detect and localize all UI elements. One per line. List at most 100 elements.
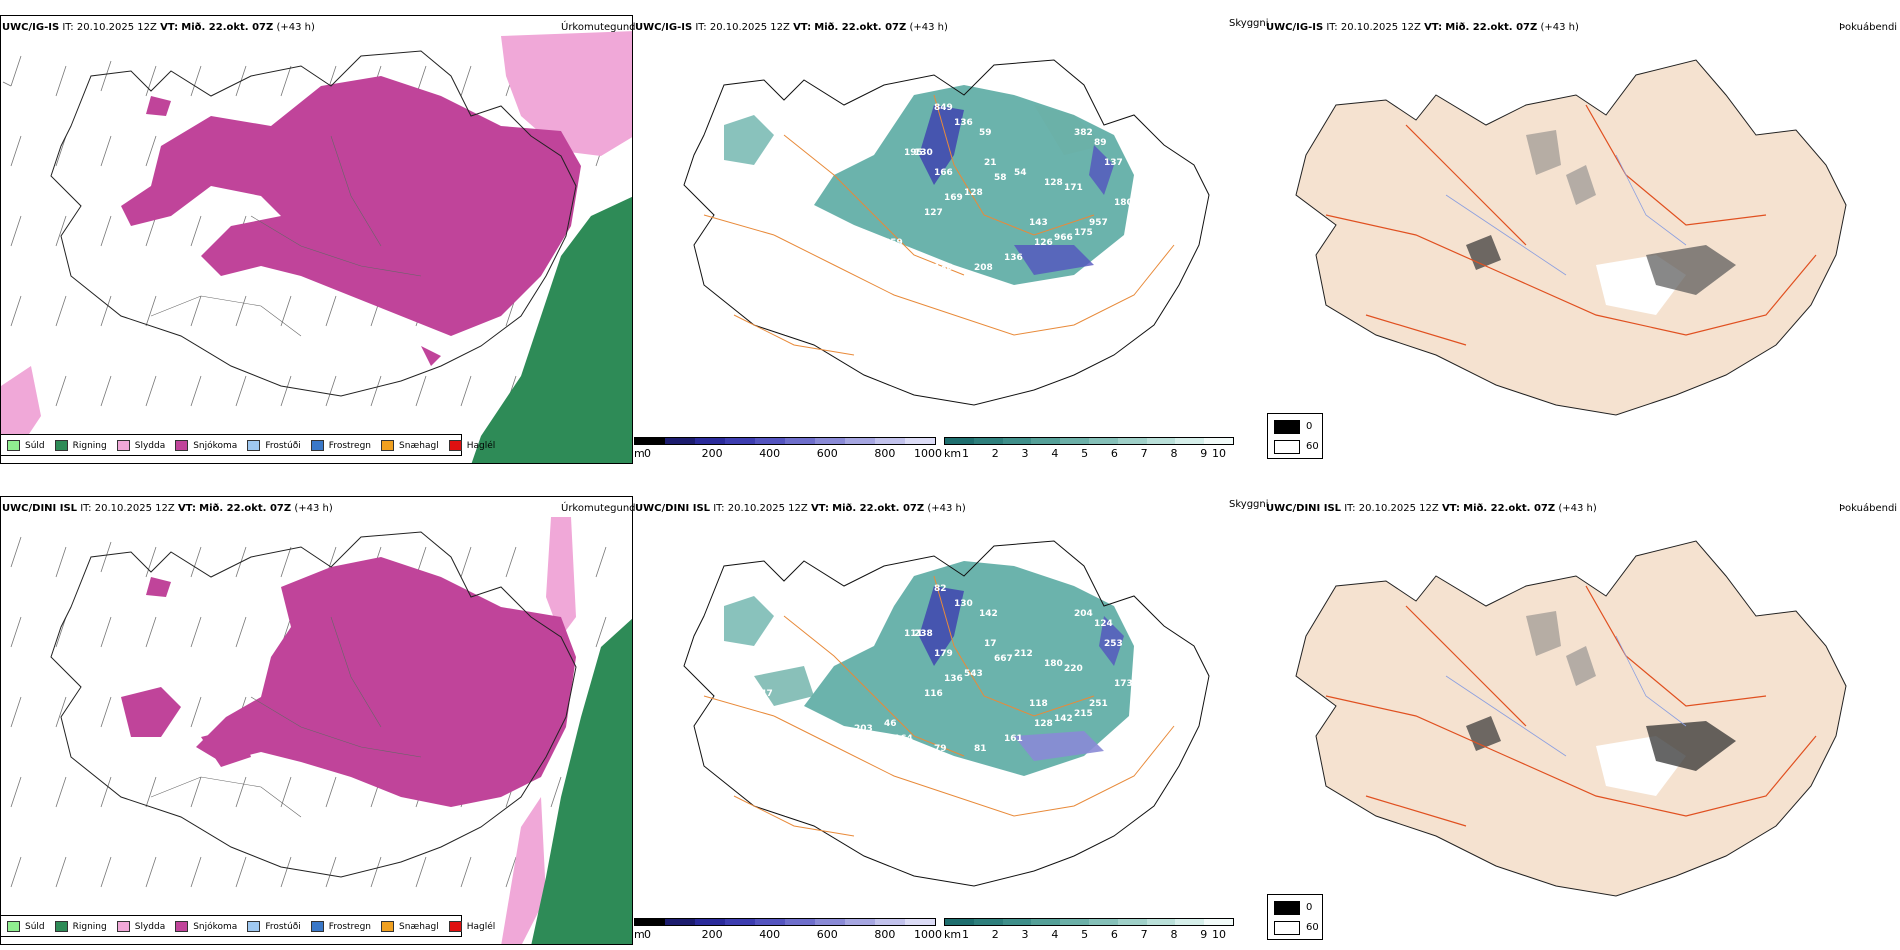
legend-label: Frostregn: [328, 921, 372, 932]
colorbar-segment: [635, 438, 665, 444]
legend-item: Frostregn: [310, 921, 372, 932]
legend-label: Súld: [25, 440, 45, 451]
colorbar-segment: [1002, 919, 1032, 925]
ceiling-label: 173: [1114, 679, 1133, 689]
ceiling-label: 127: [924, 208, 943, 218]
colorbar-segment: [725, 438, 755, 444]
lead-time: (+43 h): [909, 22, 948, 33]
panel-title-top-mid: Skyggni: [1229, 18, 1269, 29]
ceiling-label: 204: [1074, 609, 1093, 619]
colorbar-segment: [1204, 438, 1233, 444]
ceiling-label: 126: [1034, 238, 1053, 248]
ceiling-label: 54: [1014, 168, 1027, 178]
ceiling-label: 111: [904, 629, 923, 639]
ceiling-label: 257: [894, 253, 913, 263]
colorbar-segment: [815, 438, 845, 444]
ceiling-label: 128: [1044, 178, 1063, 188]
legend-swatch: [448, 921, 462, 932]
colorbar-tick-label: 6: [1110, 447, 1118, 460]
ceiling-label: 79: [934, 744, 947, 754]
lead-time: (+43 h): [276, 22, 315, 33]
fog-dark-label: 0: [1306, 902, 1313, 913]
legend-item: Snæhagl: [381, 440, 439, 451]
header-bottom-mid: UWC/DINI ISL IT: 20.10.2025 12Z VT: Mið.…: [635, 503, 966, 515]
valid-time: Mið. 22.okt. 07Z: [199, 503, 292, 514]
colorbar-tick-label: 7: [1140, 447, 1148, 460]
ceiling-label: 215: [1074, 709, 1093, 719]
ceiling-label: 82: [934, 584, 947, 594]
colorbar-tick-label: 6: [1110, 928, 1118, 941]
init-time: 20.10.2025 12Z: [727, 503, 808, 514]
colorbar-segment: [1088, 438, 1118, 444]
ceiling-label: 59: [979, 128, 992, 138]
colorbar-segment: [1146, 919, 1176, 925]
ceiling-label: 136: [1004, 253, 1023, 263]
ceiling-label: 124: [1094, 619, 1113, 629]
vt-label: VT:: [1441, 503, 1460, 514]
colorbar-segment: [1117, 919, 1147, 925]
ceiling-label: 128: [1034, 719, 1053, 729]
valid-time: Mið. 22.okt. 07Z: [832, 503, 925, 514]
colorbar-tick-label: 8: [1170, 447, 1178, 460]
legend-label: Snjókoma: [193, 921, 238, 932]
ceiling-label: 89: [1094, 138, 1107, 148]
fog-dark-swatch: [1274, 901, 1300, 915]
ceiling-unit: m: [634, 928, 645, 941]
colorbar-segment: [875, 919, 905, 925]
visibility-colorbar-top: [944, 437, 1234, 445]
colorbar-tick-label: 8: [1170, 928, 1178, 941]
colorbar-segment: [755, 919, 785, 925]
colorbar-segment: [905, 919, 935, 925]
legend-swatch: [175, 440, 189, 451]
ceiling-label: 164: [894, 734, 913, 744]
colorbar-segment: [725, 919, 755, 925]
panel-visibility-bottom: 82 130 142 238 17 179 543 667 136 116 212 180 220 204…: [634, 496, 1264, 941]
ceiling-label: 21: [984, 158, 997, 168]
colorbar-tick-label: 1: [962, 928, 969, 941]
legend-swatch: [247, 440, 261, 451]
colorbar-segment: [785, 919, 815, 925]
colorbar-tick-label: 2: [991, 447, 999, 460]
it-label: IT:: [62, 22, 74, 33]
legend-label: Haglél: [466, 440, 496, 451]
colorbar-tick-label: 9: [1200, 928, 1208, 941]
fog-dark-label: 0: [1306, 421, 1313, 432]
colorbar-tick-label: 200: [701, 447, 723, 460]
vt-label: VT:: [160, 22, 179, 33]
model-name: UWC/DINI ISL: [2, 503, 78, 514]
ceiling-label: 220: [814, 238, 833, 248]
panel-title-bottom-right: Þokuábendi: [1839, 503, 1898, 514]
colorbar-segment: [1175, 438, 1205, 444]
colorbar-segment: [695, 919, 725, 925]
legend-item: Súld: [7, 921, 45, 932]
colorbar-tick-label: 7: [1140, 928, 1148, 941]
fog-light-swatch: [1274, 921, 1300, 935]
iceland-outline: [50, 531, 577, 878]
legend-label: Frostúði: [265, 440, 301, 451]
panel-title-bottom-left: Úrkomutegund: [561, 503, 636, 514]
legend-swatch: [54, 440, 68, 451]
ceiling-label: 88: [834, 599, 847, 609]
model-name: UWC/IG-IS: [2, 22, 60, 33]
legend-item: Snæhagl: [381, 921, 439, 932]
ceiling-label: 667: [994, 654, 1013, 664]
panel-fog-bottom: [1266, 496, 1900, 941]
colorbar-segment: [1031, 438, 1061, 444]
iceland-outline: [683, 59, 1210, 406]
valid-time: Mið. 22.okt. 07Z: [181, 22, 274, 33]
colorbar-tick-label: 800: [874, 928, 896, 941]
panel-title-bottom-mid: Skyggni: [1229, 499, 1269, 510]
valid-time: Mið. 22.okt. 07Z: [1463, 503, 1556, 514]
ceiling-label: 238: [914, 629, 933, 639]
legend-label: Rigning: [72, 440, 107, 451]
fog-light-label: 60: [1306, 922, 1319, 933]
ceiling-label: 111: [734, 188, 753, 198]
precip-legend-row: Súld Rigning Slydda Snjókoma Frostúði Frostre…: [7, 921, 505, 932]
iceland-outline: [683, 540, 1210, 887]
legend-label: Snæhagl: [399, 921, 439, 932]
colorbar-segment: [1146, 438, 1176, 444]
header-top-left: UWC/IG-IS IT: 20.10.2025 12Z VT: Mið. 22…: [2, 22, 315, 34]
ceiling-label: 957: [1089, 218, 1108, 228]
precip-legend-row: Súld Rigning Slydda Snjókoma Frostúði Frostre…: [7, 440, 505, 451]
